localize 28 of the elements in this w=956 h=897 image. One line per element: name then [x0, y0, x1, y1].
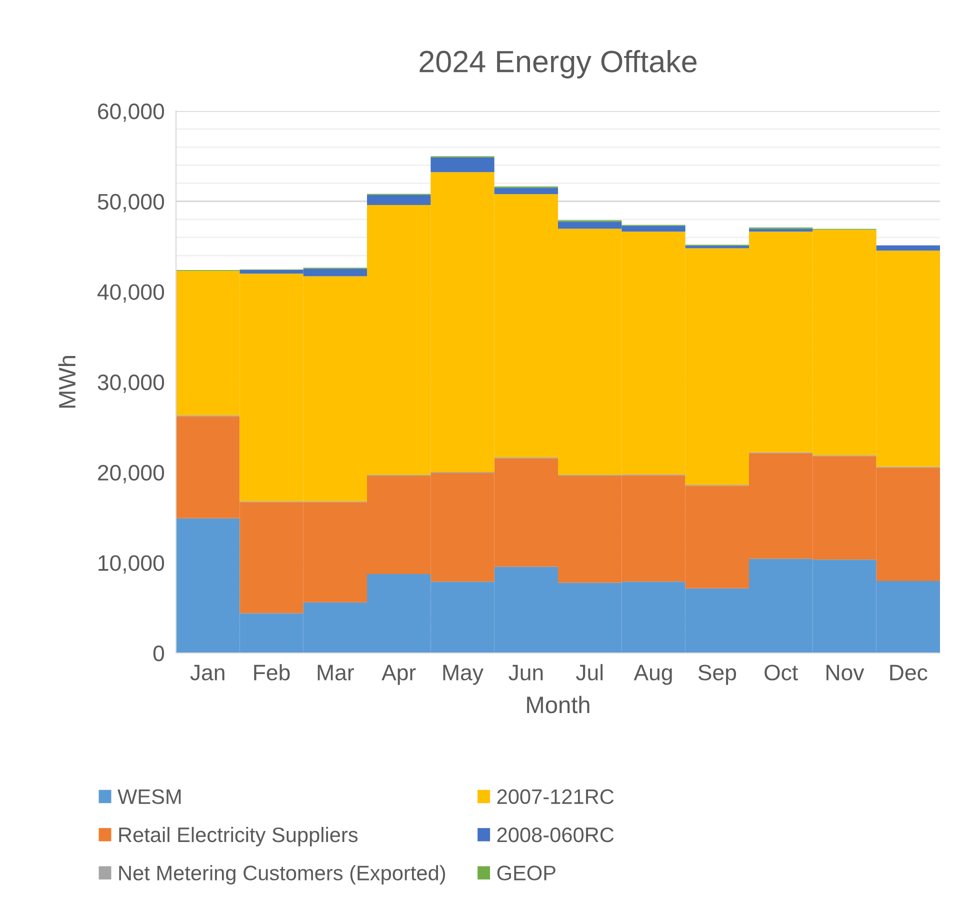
legend-label: GEOP: [497, 866, 556, 880]
x-tick-label: Mar: [318, 664, 354, 680]
x-axis-title: Month: [527, 696, 590, 714]
legend-label: 2007-121RC: [497, 789, 614, 804]
y-tick-label: 30,000: [98, 374, 164, 393]
x-tick-label: Aug: [634, 664, 672, 685]
x-tick-label: Jul: [576, 664, 603, 680]
legend-label: 2008-060RC: [497, 827, 614, 842]
x-tick-label: Apr: [382, 664, 416, 685]
y-tick-label: 50,000: [98, 194, 164, 212]
x-tick-label: Jan: [190, 664, 224, 680]
chart-title: 2024 Energy Offtake: [420, 50, 697, 78]
x-tick-label: Oct: [764, 664, 798, 680]
y-tick-label: 60,000: [98, 104, 164, 122]
y-tick-label: 20,000: [98, 464, 164, 484]
y-tick-label: 10,000: [98, 555, 164, 574]
x-tick-label: May: [443, 664, 484, 685]
y-tick-label: 40,000: [97, 284, 164, 303]
legend-label: WESM: [118, 789, 181, 804]
x-tick-label: Feb: [254, 664, 290, 680]
x-tick-label: Dec: [890, 664, 928, 680]
y-axis-title: MWh: [58, 356, 76, 408]
x-tick-label: Jun: [508, 664, 543, 680]
x-tick-label: Nov: [826, 664, 864, 680]
x-tick-label: Sep: [698, 664, 736, 685]
legend-label: Net Metering Customers (Exported): [119, 865, 446, 885]
y-tick-label: 0: [153, 646, 164, 662]
legend-label: Retail Electricity Suppliers: [119, 826, 358, 846]
